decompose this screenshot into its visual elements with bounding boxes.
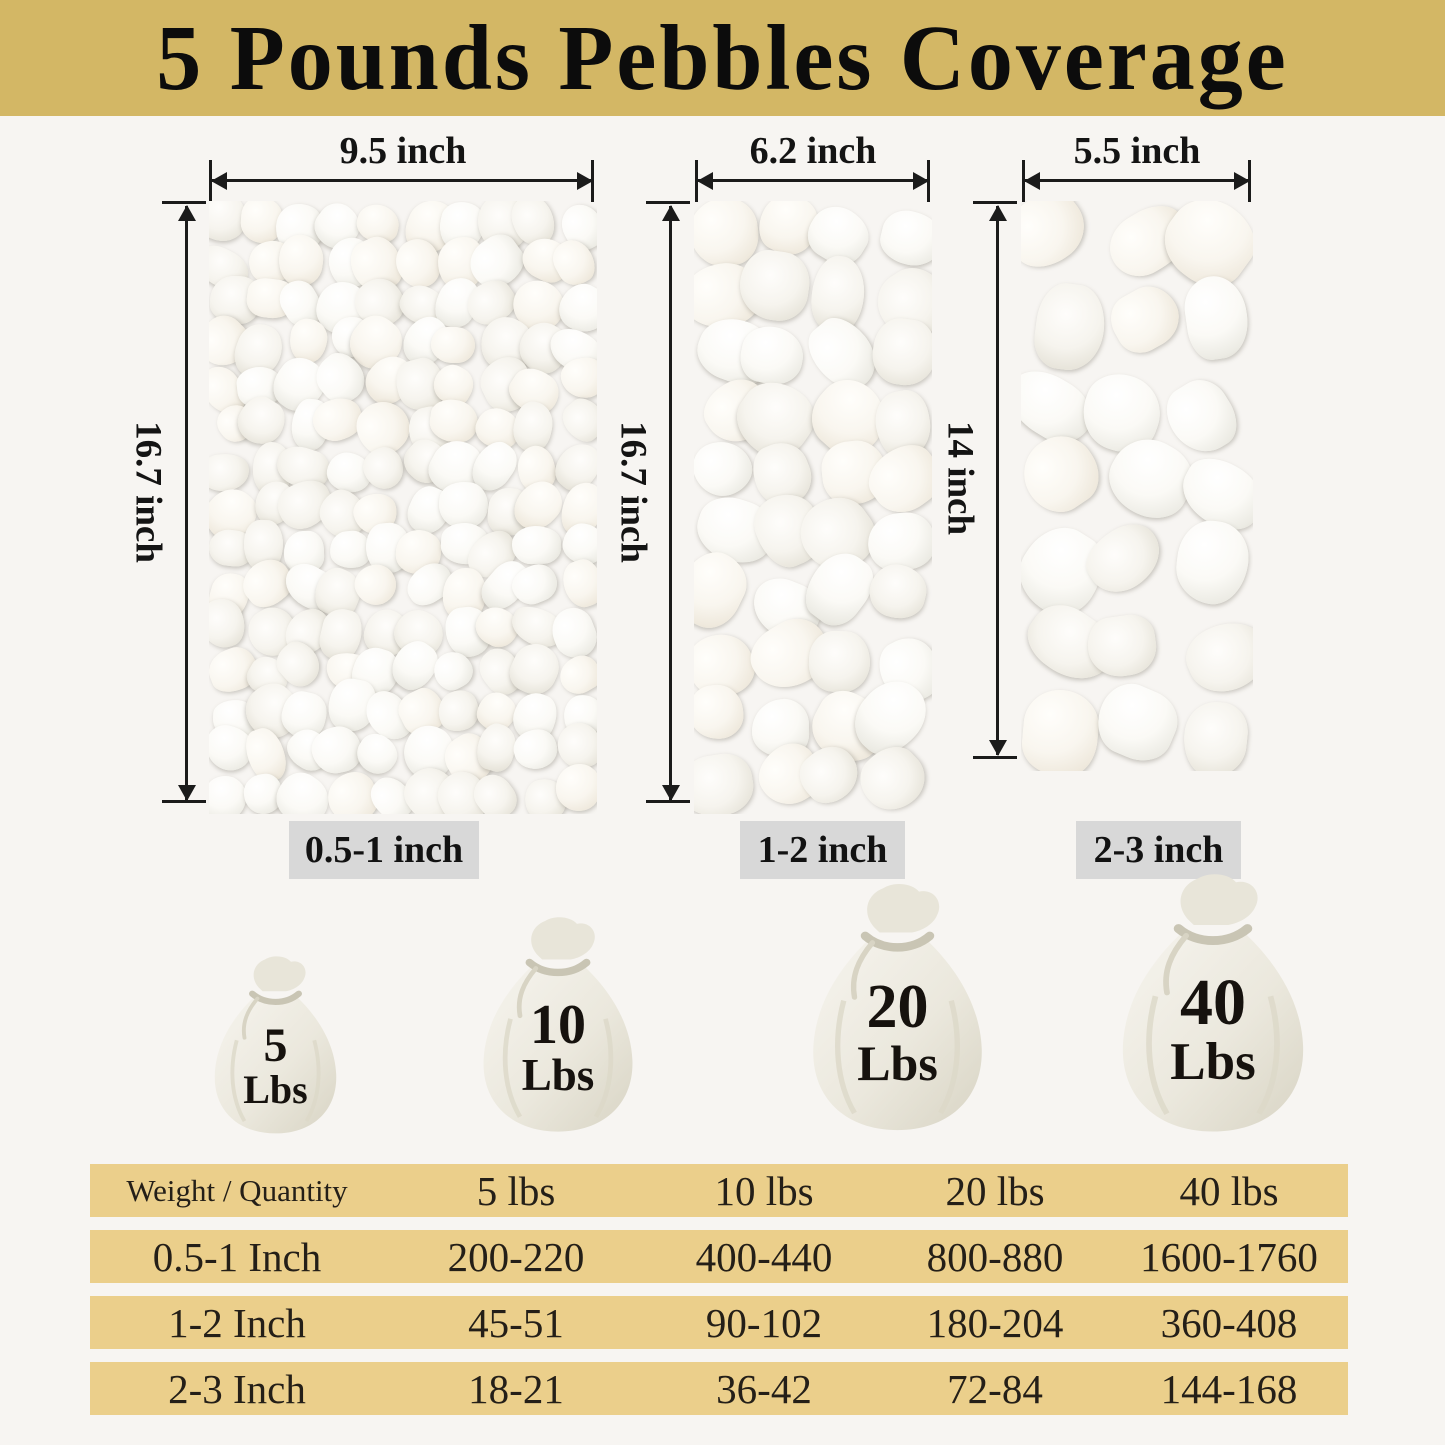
height-label-large: 14 inch <box>939 420 981 536</box>
pebble <box>209 773 249 814</box>
table-cell: 360-408 <box>1160 1299 1298 1346</box>
table-cell: 144-168 <box>1160 1365 1298 1412</box>
table-cell: 180-204 <box>926 1299 1064 1346</box>
bag-unit: Lbs <box>1170 1033 1256 1092</box>
pebble <box>511 525 562 566</box>
dimension-tick <box>973 201 1017 204</box>
pebble <box>430 326 475 364</box>
banner-title: 5 Pounds Pebbles Coverage <box>156 6 1289 110</box>
dimension-tick <box>1022 160 1025 202</box>
size-tag-large: 2-3 inch <box>1076 821 1241 879</box>
dimension-tick <box>162 800 206 803</box>
pebble <box>209 451 252 493</box>
bag-icon <box>813 884 982 1131</box>
dimension-tick <box>646 201 690 204</box>
bag-20lbs: 20 Lbs <box>790 878 1005 1142</box>
pebble <box>1021 686 1102 771</box>
pebble <box>868 314 932 390</box>
dimension-tick <box>209 160 212 202</box>
dimension-tick <box>1248 160 1251 202</box>
bag-icon <box>1122 874 1304 1132</box>
width-arrow-medium <box>698 179 928 182</box>
size-tag-small: 0.5-1 inch <box>289 821 479 879</box>
dimension-tick <box>162 201 206 204</box>
bag-5lbs: 5 Lbs <box>198 952 353 1142</box>
bag-weight: 40 <box>1180 966 1246 1040</box>
table-cell: 1600-1760 <box>1140 1233 1318 1280</box>
pebble-field-small <box>209 201 597 814</box>
table-cell: 36-42 <box>716 1365 812 1412</box>
size-tag-medium: 1-2 inch <box>740 821 905 879</box>
table-cell: 90-102 <box>705 1299 823 1346</box>
table-header-cell: 10 lbs <box>714 1167 814 1214</box>
table-header-cell: 20 lbs <box>945 1167 1045 1214</box>
table-row: 2-3 Inch 18-21 36-42 72-84 144-168 <box>90 1362 1348 1415</box>
pebble <box>556 392 597 449</box>
table-cell: 45-51 <box>468 1299 564 1346</box>
banner: 5 Pounds Pebbles Coverage <box>0 0 1445 116</box>
bag-unit: Lbs <box>857 1034 938 1091</box>
table-cell: 0.5-1 Inch <box>152 1233 322 1280</box>
table-cell: 1-2 Inch <box>168 1299 306 1346</box>
height-label-medium: 16.7 inch <box>612 421 654 563</box>
pebble <box>1021 201 1097 280</box>
bag-unit: Lbs <box>243 1067 308 1113</box>
dimension-tick <box>591 160 594 202</box>
pebble <box>875 205 932 272</box>
bag-unit: Lbs <box>521 1050 595 1101</box>
table-header-cell: Weight / Quantity <box>126 1172 348 1208</box>
dimension-tick <box>927 160 930 202</box>
height-arrow-small <box>185 206 188 800</box>
width-arrow-large <box>1025 179 1249 182</box>
table-cell: 800-880 <box>926 1233 1064 1280</box>
pebble-field-large <box>1021 201 1253 771</box>
pebble <box>1031 280 1110 374</box>
table-cell: 18-21 <box>468 1365 564 1412</box>
width-label-medium: 6.2 inch <box>749 130 877 172</box>
pebble <box>808 630 872 694</box>
width-label-large: 5.5 inch <box>1073 130 1201 172</box>
pebble-field-medium <box>694 201 932 814</box>
table-header-cell: 40 lbs <box>1179 1167 1279 1214</box>
pebble <box>553 649 597 702</box>
width-label-small: 9.5 inch <box>339 130 467 172</box>
pebble <box>555 763 597 811</box>
pebble <box>558 555 597 612</box>
bag-weight: 10 <box>530 994 586 1057</box>
pebble <box>1179 698 1250 771</box>
dimension-tick <box>646 800 690 803</box>
table-row: 0.5-1 Inch 200-220 400-440 800-880 1600-… <box>90 1230 1348 1283</box>
bag-10lbs: 10 Lbs <box>463 912 653 1142</box>
height-label-small: 16.7 inch <box>127 421 169 563</box>
table-header-cell: 5 lbs <box>476 1167 556 1214</box>
height-arrow-large <box>996 206 999 755</box>
dimension-tick <box>695 160 698 202</box>
table-cell: 72-84 <box>947 1365 1043 1412</box>
table-cell: 400-440 <box>695 1233 833 1280</box>
pebble <box>694 749 758 814</box>
pebble <box>864 558 932 624</box>
bag-weight: 20 <box>866 972 929 1041</box>
pebble <box>1177 611 1253 703</box>
bag-icon <box>214 956 337 1134</box>
table-cell: 2-3 Inch <box>168 1365 306 1412</box>
bag-weight: 5 <box>263 1019 288 1073</box>
bag-icon <box>483 917 633 1132</box>
pebble <box>1172 517 1253 608</box>
dimension-tick <box>973 756 1017 759</box>
width-arrow-small <box>212 179 592 182</box>
height-arrow-medium <box>669 206 672 800</box>
pebble <box>1087 674 1187 770</box>
table-row: 1-2 Inch 45-51 90-102 180-204 360-408 <box>90 1296 1348 1349</box>
table-cell: 200-220 <box>447 1233 585 1280</box>
pebble <box>1180 272 1252 364</box>
bag-40lbs: 40 Lbs <box>1098 868 1328 1144</box>
pebble <box>1101 276 1190 362</box>
table-header-row: Weight / Quantity 5 lbs 10 lbs 20 lbs 40… <box>90 1164 1348 1217</box>
